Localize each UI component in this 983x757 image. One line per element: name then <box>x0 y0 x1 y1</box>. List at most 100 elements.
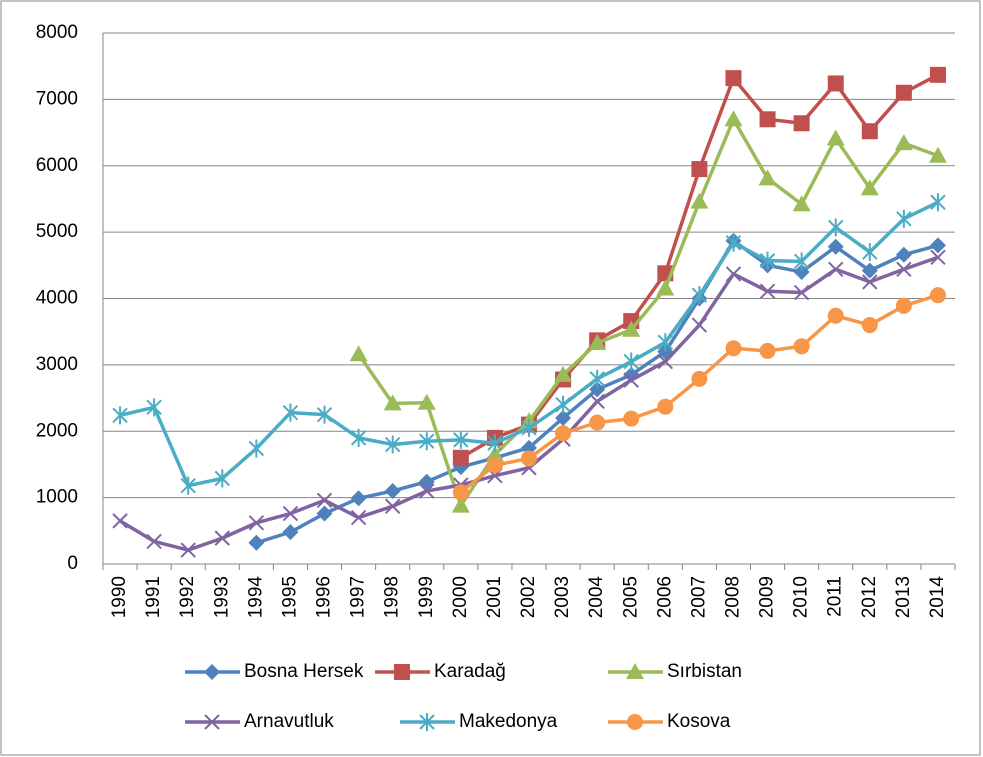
x-tick-label: 1996 <box>314 576 335 618</box>
marker <box>827 238 844 255</box>
legend-label: Sırbistan <box>667 661 742 682</box>
marker <box>656 279 675 296</box>
marker <box>350 428 367 447</box>
x-tick-label: 1992 <box>177 576 198 618</box>
marker <box>419 713 435 731</box>
marker <box>419 483 435 499</box>
marker <box>383 394 402 411</box>
marker <box>861 262 878 279</box>
x-tick-label: 2008 <box>722 576 743 618</box>
marker <box>895 297 912 314</box>
marker <box>146 398 162 417</box>
y-tick-label: 0 <box>67 553 78 574</box>
marker <box>487 434 503 453</box>
marker <box>384 435 401 454</box>
marker <box>827 75 844 92</box>
marker <box>862 243 878 262</box>
marker <box>452 484 469 501</box>
x-tick-label: 1991 <box>143 576 164 618</box>
marker <box>793 284 810 301</box>
marker <box>282 505 299 522</box>
x-tick-label: 2003 <box>552 576 573 618</box>
marker <box>555 425 572 442</box>
marker <box>417 393 436 410</box>
marker <box>214 530 230 546</box>
x-tick-label: 2004 <box>586 576 607 619</box>
marker <box>928 146 947 163</box>
marker <box>180 542 196 558</box>
marker <box>521 450 537 467</box>
x-tick-label: 2010 <box>791 576 812 618</box>
marker <box>589 381 606 398</box>
marker <box>350 490 367 507</box>
marker <box>419 432 435 451</box>
marker <box>895 246 912 263</box>
marker <box>486 457 503 474</box>
marker <box>622 320 641 337</box>
marker <box>453 430 469 449</box>
marker <box>555 409 572 426</box>
marker <box>112 513 128 529</box>
marker <box>316 492 333 508</box>
x-tick-label: 2001 <box>484 576 505 618</box>
x-tick-label: 1993 <box>211 576 232 618</box>
x-tick-label: 2013 <box>893 576 914 618</box>
marker <box>896 209 912 228</box>
x-tick-label: 2014 <box>927 576 948 619</box>
marker <box>112 406 128 425</box>
y-tick-label: 4000 <box>36 288 78 309</box>
marker <box>180 476 196 495</box>
marker <box>204 664 220 680</box>
marker <box>588 333 607 350</box>
marker <box>316 405 333 424</box>
marker <box>146 533 162 550</box>
marker <box>521 418 537 437</box>
marker <box>894 134 913 151</box>
marker <box>929 287 946 304</box>
marker <box>691 286 708 305</box>
marker <box>758 169 777 186</box>
marker <box>929 66 946 83</box>
marker <box>827 307 844 324</box>
legend-label: Bosna Hersek <box>244 661 364 682</box>
legend-label: Arnavutluk <box>244 711 334 732</box>
marker <box>589 393 605 410</box>
marker <box>384 498 401 514</box>
marker <box>759 251 776 270</box>
y-tick-label: 3000 <box>36 354 78 375</box>
marker <box>725 233 742 252</box>
marker <box>384 482 401 499</box>
marker <box>394 664 410 680</box>
marker <box>451 496 470 513</box>
marker <box>350 509 367 526</box>
legend-label: Karadağ <box>434 661 506 682</box>
marker <box>930 193 946 212</box>
marker <box>724 110 743 127</box>
marker <box>248 534 265 551</box>
marker <box>929 237 946 254</box>
marker <box>725 70 742 87</box>
marker <box>626 663 644 679</box>
marker <box>589 369 605 388</box>
x-tick-label: 2002 <box>518 576 539 618</box>
x-tick-label: 1990 <box>109 576 130 618</box>
y-tick-label: 8000 <box>36 22 78 43</box>
marker <box>452 449 469 466</box>
marker <box>485 445 504 462</box>
marker <box>316 505 333 522</box>
marker <box>759 111 776 128</box>
marker <box>826 129 845 146</box>
marker <box>896 261 912 278</box>
marker <box>690 192 709 209</box>
legend-label: Kosova <box>667 711 731 732</box>
x-tick-label: 2011 <box>825 576 846 617</box>
marker <box>860 179 879 196</box>
marker <box>282 524 299 541</box>
marker <box>793 252 810 271</box>
y-tick-label: 1000 <box>36 487 78 508</box>
marker <box>627 714 643 730</box>
marker <box>623 410 640 427</box>
x-tick-label: 2006 <box>654 576 675 618</box>
marker <box>793 115 810 132</box>
